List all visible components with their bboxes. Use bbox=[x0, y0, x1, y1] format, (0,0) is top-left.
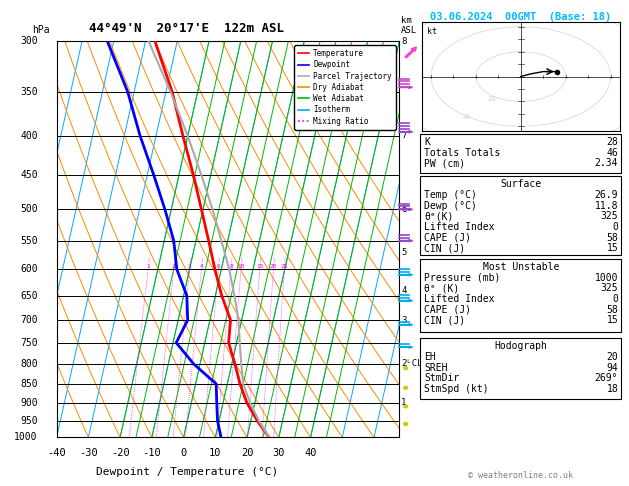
Text: 2ᴸCL: 2ᴸCL bbox=[401, 360, 423, 368]
Text: 10: 10 bbox=[237, 264, 245, 269]
Text: km
ASL: km ASL bbox=[401, 16, 417, 35]
Text: 450: 450 bbox=[20, 170, 38, 180]
Text: 400: 400 bbox=[20, 131, 38, 141]
Text: 11.8: 11.8 bbox=[595, 201, 618, 211]
Text: Mixing Ratio (g/kg): Mixing Ratio (g/kg) bbox=[444, 188, 453, 291]
Text: StmSpd (kt): StmSpd (kt) bbox=[424, 384, 489, 394]
Text: K: K bbox=[424, 137, 430, 147]
Text: 800: 800 bbox=[20, 359, 38, 369]
Text: 0: 0 bbox=[181, 449, 187, 458]
Text: 1: 1 bbox=[401, 398, 406, 407]
Text: 4: 4 bbox=[401, 286, 406, 295]
Text: CIN (J): CIN (J) bbox=[424, 315, 465, 326]
Text: 0: 0 bbox=[613, 294, 618, 304]
Text: 8: 8 bbox=[229, 264, 233, 269]
Text: 500: 500 bbox=[20, 205, 38, 214]
Text: Lifted Index: Lifted Index bbox=[424, 294, 494, 304]
Text: 46: 46 bbox=[606, 148, 618, 158]
Text: 15: 15 bbox=[256, 264, 264, 269]
Text: 8: 8 bbox=[401, 37, 406, 46]
Text: 6: 6 bbox=[216, 264, 220, 269]
Text: 25: 25 bbox=[281, 264, 288, 269]
Text: 28: 28 bbox=[606, 137, 618, 147]
Text: Hodograph: Hodograph bbox=[494, 341, 547, 351]
Text: kt: kt bbox=[426, 27, 437, 36]
Text: CIN (J): CIN (J) bbox=[424, 243, 465, 254]
Text: 18: 18 bbox=[606, 384, 618, 394]
Text: 58: 58 bbox=[606, 305, 618, 315]
Text: hPa: hPa bbox=[33, 25, 50, 35]
Text: 26.9: 26.9 bbox=[595, 190, 618, 200]
Text: 650: 650 bbox=[20, 291, 38, 301]
Text: 0: 0 bbox=[613, 222, 618, 232]
Text: 15: 15 bbox=[606, 315, 618, 326]
Text: 750: 750 bbox=[20, 338, 38, 348]
Text: 3: 3 bbox=[401, 315, 406, 325]
Text: 58: 58 bbox=[606, 233, 618, 243]
Text: Temp (°C): Temp (°C) bbox=[424, 190, 477, 200]
Text: 325: 325 bbox=[601, 283, 618, 294]
Text: 20: 20 bbox=[270, 264, 277, 269]
Text: 1000: 1000 bbox=[14, 433, 38, 442]
Text: 700: 700 bbox=[20, 315, 38, 325]
Text: 44°49'N  20°17'E  122m ASL: 44°49'N 20°17'E 122m ASL bbox=[89, 22, 284, 35]
Text: -10: -10 bbox=[142, 449, 161, 458]
Text: Dewp (°C): Dewp (°C) bbox=[424, 201, 477, 211]
Text: 950: 950 bbox=[20, 416, 38, 426]
Text: 15: 15 bbox=[606, 243, 618, 254]
Text: 5: 5 bbox=[401, 248, 406, 257]
Text: © weatheronline.co.uk: © weatheronline.co.uk bbox=[469, 471, 573, 480]
Text: Pressure (mb): Pressure (mb) bbox=[424, 273, 500, 283]
Text: 03.06.2024  00GMT  (Base: 18): 03.06.2024 00GMT (Base: 18) bbox=[430, 12, 611, 22]
Text: Totals Totals: Totals Totals bbox=[424, 148, 500, 158]
Text: 2: 2 bbox=[172, 264, 175, 269]
Text: 300: 300 bbox=[20, 36, 38, 46]
Text: 550: 550 bbox=[20, 236, 38, 246]
Text: 4: 4 bbox=[199, 264, 203, 269]
Text: Dewpoint / Temperature (°C): Dewpoint / Temperature (°C) bbox=[96, 467, 278, 477]
Text: 30: 30 bbox=[272, 449, 285, 458]
Legend: Temperature, Dewpoint, Parcel Trajectory, Dry Adiabat, Wet Adiabat, Isotherm, Mi: Temperature, Dewpoint, Parcel Trajectory… bbox=[294, 45, 396, 129]
Text: 3: 3 bbox=[188, 264, 192, 269]
Text: -20: -20 bbox=[111, 449, 130, 458]
Text: θᵉ(K): θᵉ(K) bbox=[424, 211, 454, 222]
Text: 7: 7 bbox=[401, 131, 406, 140]
Text: -30: -30 bbox=[79, 449, 97, 458]
Text: 20: 20 bbox=[241, 449, 253, 458]
Text: 40: 40 bbox=[463, 114, 471, 120]
Text: 269°: 269° bbox=[595, 373, 618, 383]
Text: 1000: 1000 bbox=[595, 273, 618, 283]
Text: StmDir: StmDir bbox=[424, 373, 459, 383]
Text: Most Unstable: Most Unstable bbox=[482, 262, 559, 272]
Text: SREH: SREH bbox=[424, 363, 447, 373]
Text: 20: 20 bbox=[487, 96, 496, 103]
Text: θᵉ (K): θᵉ (K) bbox=[424, 283, 459, 294]
Text: 20: 20 bbox=[606, 352, 618, 362]
Text: Lifted Index: Lifted Index bbox=[424, 222, 494, 232]
Text: CAPE (J): CAPE (J) bbox=[424, 305, 471, 315]
Text: 1: 1 bbox=[146, 264, 150, 269]
Text: 350: 350 bbox=[20, 87, 38, 97]
Text: 900: 900 bbox=[20, 398, 38, 408]
Text: PW (cm): PW (cm) bbox=[424, 158, 465, 169]
Text: 94: 94 bbox=[606, 363, 618, 373]
Text: 850: 850 bbox=[20, 379, 38, 389]
Text: 40: 40 bbox=[304, 449, 317, 458]
Text: 325: 325 bbox=[601, 211, 618, 222]
Text: EH: EH bbox=[424, 352, 436, 362]
Text: Surface: Surface bbox=[500, 179, 542, 190]
Text: -40: -40 bbox=[47, 449, 66, 458]
Text: 10: 10 bbox=[209, 449, 221, 458]
Text: 6: 6 bbox=[401, 205, 406, 214]
Text: 600: 600 bbox=[20, 264, 38, 274]
Text: 2.34: 2.34 bbox=[595, 158, 618, 169]
Text: CAPE (J): CAPE (J) bbox=[424, 233, 471, 243]
